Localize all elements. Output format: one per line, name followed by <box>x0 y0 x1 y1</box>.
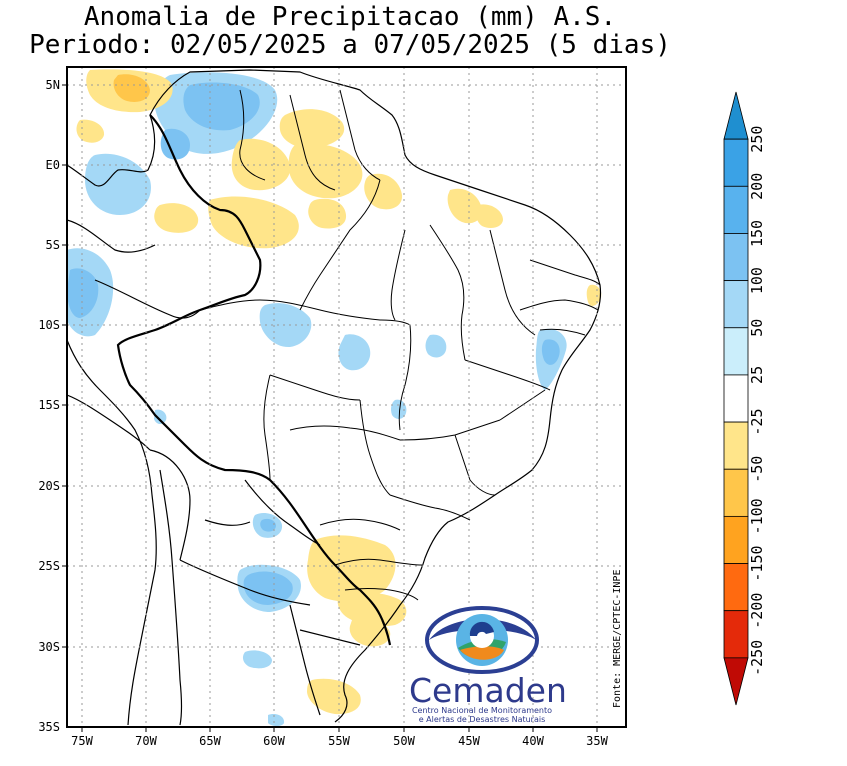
colorbar-tick-label: 200 <box>748 173 766 200</box>
colorbar-tick-label: 25 <box>748 366 766 384</box>
country-boundaries <box>67 219 361 726</box>
lon-label: 40W <box>522 734 544 748</box>
colorbar-segment <box>723 563 749 612</box>
negative-anomaly-areas <box>76 69 602 715</box>
eye-icon <box>425 606 539 674</box>
colorbar-tick-label: -150 <box>748 545 766 581</box>
longitude-labels: 75W 70W 65W 60W 55W 50W 45W 40W 35W <box>71 734 608 748</box>
anomaly-fields <box>67 69 602 726</box>
lat-label: E0 <box>46 158 60 172</box>
lat-label: 25S <box>38 559 60 573</box>
colorbar-segment <box>723 468 749 517</box>
lat-label: 20S <box>38 479 60 493</box>
colorbar-segment <box>723 374 749 423</box>
lat-label: 10S <box>38 318 60 332</box>
cemaden-logo: Cemaden Centro Nacional de Monitoramento… <box>409 606 567 724</box>
lon-label: 45W <box>458 734 480 748</box>
lon-label: 50W <box>393 734 415 748</box>
logo-name: Cemaden <box>409 671 567 710</box>
map-period: Periodo: 02/05/2025 a 07/05/2025 (5 dias… <box>29 30 671 60</box>
logo-subtitle-1: Centro Nacional de Monitoramento <box>412 706 552 715</box>
colorbar-tick-label: 100 <box>748 267 766 294</box>
lon-label: 65W <box>199 734 221 748</box>
lon-label: 35W <box>586 734 608 748</box>
colorbar-segment <box>723 138 749 187</box>
colorbar-tick-label: 150 <box>748 220 766 247</box>
lat-label: 5N <box>46 78 60 92</box>
lat-label: 30S <box>38 640 60 654</box>
brazil-border <box>116 114 392 646</box>
colorbar-segment <box>723 610 749 659</box>
map-frame <box>66 66 627 728</box>
colorbar-segment <box>723 91 749 140</box>
strong-negative-anomaly-areas <box>113 74 150 102</box>
coastline-west <box>67 339 157 726</box>
lon-label: 75W <box>71 734 93 748</box>
colorbar-segment <box>723 327 749 376</box>
lon-label: 55W <box>328 734 350 748</box>
lon-label: 60W <box>263 734 285 748</box>
map-title: Anomalia de Precipitacao (mm) A.S. <box>83 2 617 32</box>
state-boundaries <box>199 89 601 601</box>
lat-label: 5S <box>46 238 60 252</box>
colorbar-tick-label: -25 <box>748 409 766 436</box>
colorbar-segment <box>723 421 749 470</box>
colorbar-tick-label: 250 <box>748 126 766 153</box>
colorbar-tick-label: -50 <box>748 456 766 483</box>
tick-marks <box>62 84 598 732</box>
lat-label: 15S <box>38 398 60 412</box>
coastline <box>67 69 602 723</box>
colorbar-segments <box>723 91 749 706</box>
lat-label: 35S <box>38 720 60 734</box>
logo-subtitle-2: e Alertas de Desastres Naturais <box>419 715 546 724</box>
colorbar-tick-label: 50 <box>748 319 766 337</box>
colorbar-segment <box>723 515 749 564</box>
latitude-labels: 5N E0 5S 10S 15S 20S 25S 30S 35S <box>38 78 60 734</box>
colorbar-tick-label: -250 <box>748 640 766 676</box>
colorbar-tick-label: -100 <box>748 498 766 534</box>
colorbar-segment <box>723 233 749 282</box>
colorbar-segment <box>723 657 749 706</box>
colorbar-labels: 250 200 150 100 50 25 -25 -50 -100 -150 -200 -250 <box>748 126 766 676</box>
political-boundaries <box>67 69 602 726</box>
colorbar-segment <box>723 280 749 329</box>
colorbar-segment <box>723 185 749 234</box>
lon-label: 70W <box>135 734 157 748</box>
colorbar-tick-label: -200 <box>748 593 766 629</box>
data-source-label: Fonte: MERGE/CPTEC-INPE <box>612 570 623 708</box>
gridlines <box>67 67 626 727</box>
